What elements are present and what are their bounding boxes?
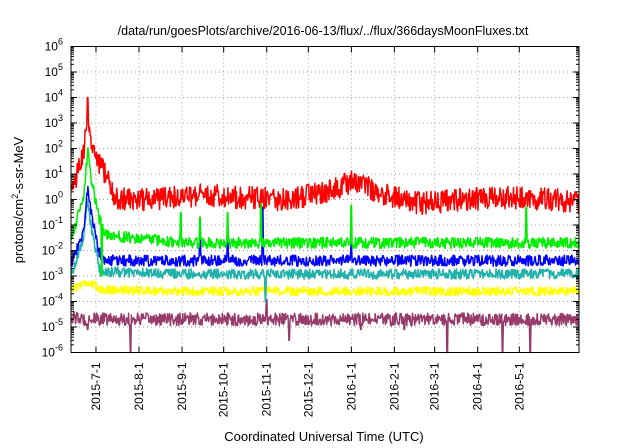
- y-tick-label-base: 10: [45, 167, 59, 181]
- y-tick-label-exponent: 4: [58, 88, 63, 98]
- y-tick-label: 10-1: [42, 215, 63, 232]
- y-tick-label-exponent: -6: [55, 343, 63, 353]
- x-tick-label: 2015-10-1: [217, 362, 231, 417]
- y-tick-label-base: 10: [42, 218, 56, 232]
- y-tick-label: 101: [45, 164, 63, 181]
- y-tick-label-base: 10: [42, 295, 56, 309]
- y-tick-label: 102: [45, 139, 63, 156]
- y-tick-label: 10-4: [42, 292, 63, 309]
- y-tick-label-base: 10: [45, 142, 59, 156]
- y-tick-label-base: 10: [45, 91, 59, 105]
- y-tick-label: 105: [45, 62, 63, 79]
- y-tick-label-base: 10: [45, 116, 59, 130]
- x-tick-label: 2016-3-1: [428, 362, 442, 410]
- y-axis-label-units: -s-sr-MeV: [11, 136, 26, 193]
- series-layer: [70, 96, 580, 354]
- y-tick-label-exponent: -5: [55, 317, 63, 327]
- y-tick-label-base: 10: [42, 244, 56, 258]
- y-tick-label: 10-5: [42, 317, 63, 334]
- series-line: [70, 200, 580, 303]
- series-line: [70, 279, 580, 297]
- series-line: [70, 146, 580, 277]
- y-tick-label-exponent: 3: [58, 113, 63, 123]
- y-tick-label: 10-3: [42, 266, 63, 283]
- x-tick-label: 2015-11-1: [260, 362, 274, 416]
- y-tick-label-base: 10: [42, 346, 56, 360]
- x-axis-label: Coordinated Universal Time (UTC): [224, 429, 423, 444]
- x-tick-label: 2016-5-1: [512, 362, 526, 410]
- series-line: [70, 96, 580, 216]
- x-tick-label: 2015-7-1: [89, 362, 103, 410]
- y-tick-label-base: 10: [42, 320, 56, 334]
- y-tick-label-exponent: 2: [58, 139, 63, 149]
- x-tick-label: 2016-1-1: [344, 362, 358, 410]
- y-tick-label: 100: [45, 190, 63, 207]
- y-tick-label: 10-6: [42, 343, 63, 360]
- y-tick-label-exponent: -1: [55, 215, 63, 225]
- y-axis-label-main: protons/cm: [11, 199, 26, 263]
- series-line: [70, 298, 580, 354]
- x-tick-label: 2015-8-1: [132, 362, 146, 410]
- y-tick-label: 10-2: [42, 241, 63, 258]
- y-tick-label: 106: [45, 37, 63, 54]
- y-axis-label-superscript: 2: [10, 194, 20, 199]
- y-tick-label-exponent: 0: [58, 190, 63, 200]
- y-tick-label-exponent: 6: [58, 37, 63, 47]
- x-tick-labels: 2015-7-1 2015-8-1 2015-9-1 2015-10-1 2015-11…: [89, 362, 526, 417]
- x-tick-label: 2016-4-1: [471, 362, 485, 410]
- x-tick-label: 2016-2-1: [387, 362, 401, 410]
- y-tick-label: 104: [45, 88, 63, 105]
- y-axis-label: protons/cm2-s-sr-MeV: [10, 136, 26, 263]
- ticks-layer: [71, 46, 579, 353]
- x-tick-label: 2015-9-1: [175, 362, 189, 410]
- y-tick-label-exponent: -3: [55, 266, 63, 276]
- y-tick-label-base: 10: [45, 40, 59, 54]
- y-tick-label-base: 10: [45, 193, 59, 207]
- y-tick-label-exponent: 5: [58, 62, 63, 72]
- y-tick-label: 103: [45, 113, 63, 130]
- y-tick-label-exponent: -4: [55, 292, 63, 302]
- y-tick-label-base: 10: [42, 269, 56, 283]
- y-tick-label-exponent: 1: [58, 164, 63, 174]
- y-tick-label-exponent: -2: [55, 241, 63, 251]
- x-tick-label: 2015-12-1: [301, 362, 315, 417]
- y-tick-labels: 10-610-510-410-310-210-11001011021031041…: [42, 37, 63, 360]
- y-tick-label-base: 10: [45, 65, 59, 79]
- series-line: [70, 185, 580, 267]
- chart-title: /data/run/goesPlots/archive/2016-06-13/f…: [118, 24, 529, 38]
